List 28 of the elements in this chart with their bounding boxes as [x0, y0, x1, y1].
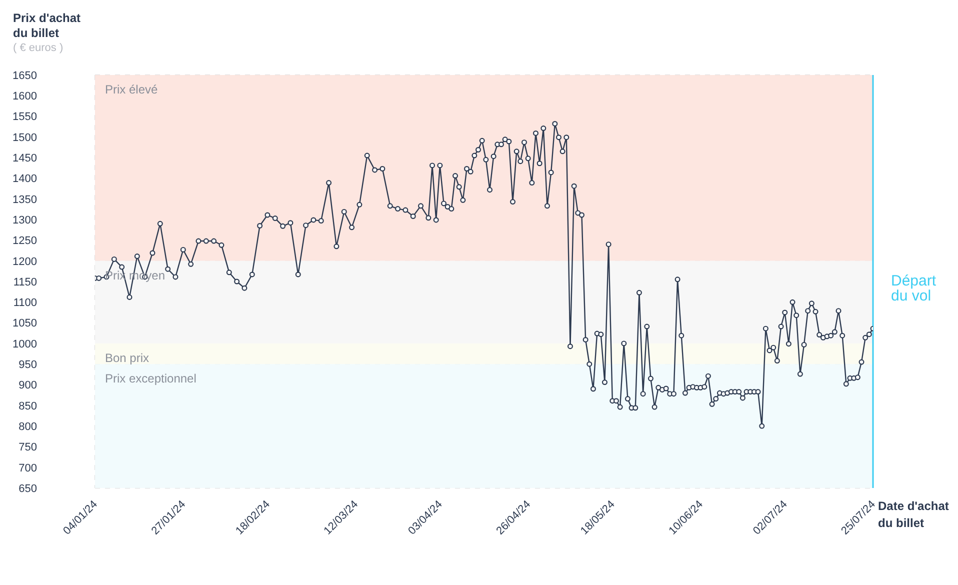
- ref-line-label: Départ du vol: [891, 272, 937, 305]
- y-tick-label: 900: [18, 380, 37, 392]
- band-label: Prix élevé: [105, 82, 158, 97]
- y-tick-label: 750: [18, 442, 37, 454]
- y-tick-label: 1100: [13, 297, 37, 310]
- y-tick-label: 1000: [12, 338, 37, 350]
- text: ( € euros ): [13, 42, 64, 54]
- y-tick-label: 650: [18, 482, 37, 495]
- y-tick-label: 1600: [12, 90, 37, 103]
- y-tick-label: 1150: [13, 276, 37, 288]
- x-axis-title: Date d'achat du billet: [878, 498, 950, 532]
- y-tick-label: 1250: [12, 235, 37, 248]
- band-label: Prix exceptionnel: [105, 372, 196, 386]
- y-tick-label: 950: [18, 359, 37, 372]
- y-tick-label: 1500: [12, 132, 37, 144]
- band-label: Bon prix: [105, 350, 150, 365]
- y-tick-label: 850: [18, 400, 37, 412]
- y-tick-label: 700: [18, 462, 37, 474]
- y-tick-label: 1050: [12, 318, 37, 330]
- y-tick-label: 1650: [12, 70, 37, 82]
- y-tick-label: 1300: [12, 214, 37, 226]
- y-axis-title: Prix d'achat du billet: [13, 11, 82, 41]
- y-tick-label: 1200: [12, 256, 37, 268]
- y-tick-label: 1350: [12, 194, 37, 206]
- y-tick-label: 1550: [12, 111, 37, 124]
- y-tick-label: 800: [18, 420, 37, 433]
- y-tick-label: 1400: [12, 173, 37, 186]
- y-tick-label: 1450: [12, 152, 37, 165]
